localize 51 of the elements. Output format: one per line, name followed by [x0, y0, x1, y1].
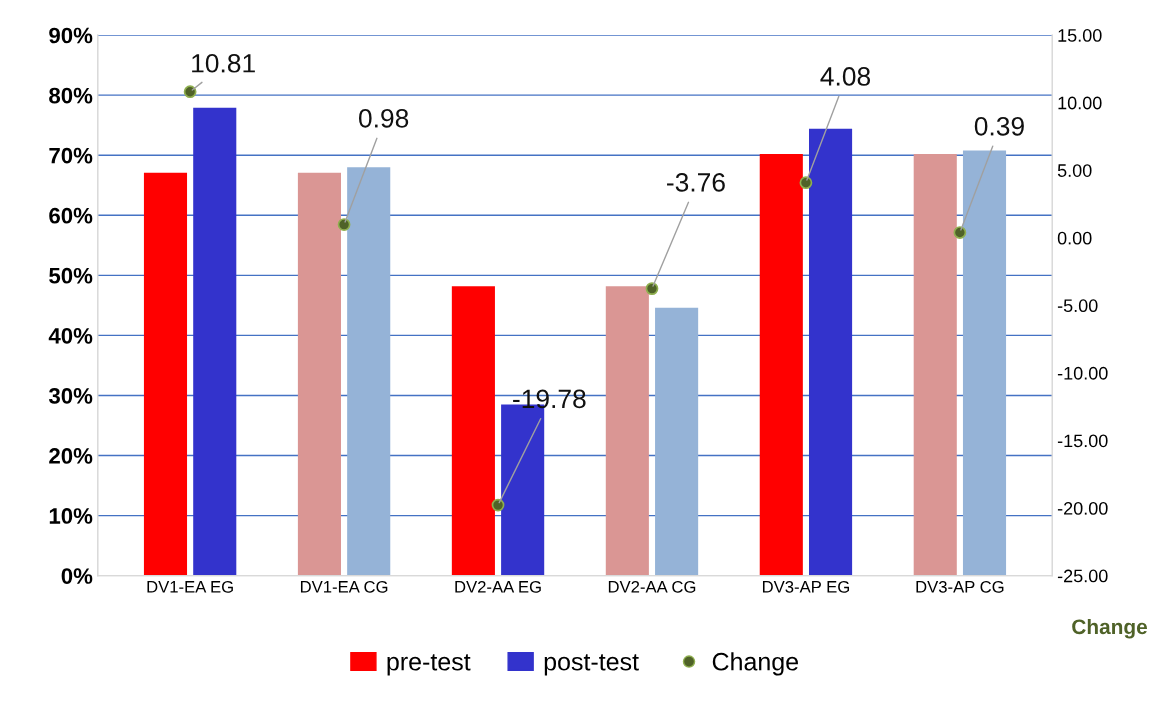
- y2-axis-title: Change: [1072, 618, 1148, 639]
- data-label: 4.08: [820, 67, 871, 86]
- y-tick-label: 0%: [61, 568, 93, 584]
- y2-tick-label: 15.00: [1058, 29, 1102, 42]
- y-tick-label: 30%: [48, 387, 93, 404]
- y-tick-label: 20%: [49, 448, 93, 464]
- data-label: 0.98: [358, 108, 409, 128]
- point: [491, 498, 505, 512]
- bar: [605, 286, 649, 576]
- bar: [143, 172, 188, 576]
- y-tick-label: 50%: [49, 267, 93, 284]
- y-tick-label: 60%: [49, 207, 93, 224]
- bar: [809, 128, 853, 576]
- legend-label: post-test: [544, 654, 639, 676]
- y2-tick-label: -5.00: [1057, 299, 1098, 313]
- point: [799, 176, 813, 190]
- y-tick-label: 90%: [49, 27, 93, 44]
- legend-label: pre-test: [387, 654, 471, 676]
- x-tick-label: DV3-AP EG: [762, 580, 849, 593]
- bar: [451, 286, 495, 576]
- x-tick-label: DV2-AA CG: [608, 580, 696, 593]
- bar: [347, 167, 391, 576]
- x-tick-label: DV3-AP CG: [916, 580, 1004, 593]
- bar: [193, 107, 237, 576]
- point: [953, 226, 967, 239]
- point: [337, 218, 351, 231]
- y2-tick-label: -10.00: [1057, 366, 1108, 380]
- x-tick-label: DV2-AA EG: [455, 580, 541, 593]
- data-label: -3.76: [667, 173, 725, 192]
- bar: [962, 150, 1007, 576]
- point: [645, 282, 659, 296]
- y-tick-label: 70%: [49, 147, 93, 164]
- y-tick-label: 80%: [49, 87, 93, 104]
- bar: [655, 307, 699, 576]
- bar: [913, 154, 957, 576]
- y2-tick-label: -20.00: [1057, 502, 1108, 515]
- y-tick-label: 40%: [48, 327, 93, 344]
- bar: [759, 154, 803, 576]
- y-tick-label: 10%: [49, 508, 93, 524]
- y2-tick-label: -25.00: [1057, 569, 1108, 583]
- x-tick-label: DV1-EA CG: [300, 580, 388, 593]
- data-label: 0.39: [974, 116, 1024, 136]
- legend-label: Change: [712, 652, 798, 676]
- y2-tick-label: 10.00: [1058, 96, 1102, 110]
- point: [183, 85, 197, 99]
- x-tick-label: DV1-EA EG: [147, 580, 233, 593]
- y2-tick-label: 5.00: [1057, 164, 1092, 177]
- y2-tick-label: 0.00: [1057, 231, 1092, 245]
- bar: [297, 172, 341, 576]
- data-label: 10.81: [192, 53, 255, 73]
- y2-tick-label: -15.00: [1057, 434, 1108, 448]
